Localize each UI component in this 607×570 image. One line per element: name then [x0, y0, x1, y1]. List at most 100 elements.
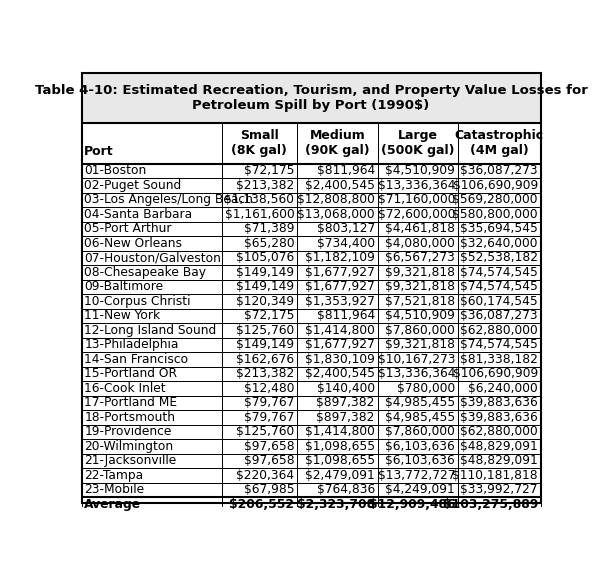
Bar — [81, 236, 222, 251]
Bar — [81, 410, 222, 425]
Bar — [81, 439, 222, 454]
Bar — [458, 367, 541, 381]
Bar — [222, 265, 297, 280]
Text: $149,149: $149,149 — [236, 339, 294, 352]
Bar — [81, 396, 222, 410]
Bar — [297, 207, 378, 222]
Text: $1,353,927: $1,353,927 — [305, 295, 375, 308]
Bar — [297, 410, 378, 425]
Bar — [222, 410, 297, 425]
Bar — [378, 236, 458, 251]
Text: $32,640,000: $32,640,000 — [460, 237, 538, 250]
Text: $103,275,889: $103,275,889 — [443, 498, 538, 511]
Bar — [458, 410, 541, 425]
Text: $4,249,091: $4,249,091 — [385, 483, 455, 496]
Text: $1,830,109: $1,830,109 — [305, 353, 375, 366]
Text: $35,694,545: $35,694,545 — [460, 222, 538, 235]
Text: $6,103,636: $6,103,636 — [385, 454, 455, 467]
Bar — [222, 236, 297, 251]
Bar — [297, 425, 378, 439]
Text: $1,414,800: $1,414,800 — [305, 425, 375, 438]
Text: 17-Portland ME: 17-Portland ME — [84, 396, 177, 409]
Bar — [458, 337, 541, 352]
Text: $1,098,655: $1,098,655 — [305, 454, 375, 467]
Text: 06-New Orleans: 06-New Orleans — [84, 237, 182, 250]
Bar — [81, 73, 541, 123]
Bar — [222, 178, 297, 193]
Text: $71,160,000: $71,160,000 — [378, 193, 455, 206]
Bar — [81, 337, 222, 352]
Text: $33,992,727: $33,992,727 — [460, 483, 538, 496]
Text: $1,677,927: $1,677,927 — [305, 266, 375, 279]
Text: $39,883,636: $39,883,636 — [460, 411, 538, 424]
Text: $897,382: $897,382 — [316, 411, 375, 424]
Bar — [297, 123, 378, 164]
Bar — [378, 222, 458, 236]
Bar — [222, 439, 297, 454]
Bar — [297, 337, 378, 352]
Text: $2,400,545: $2,400,545 — [305, 179, 375, 192]
Text: $4,080,000: $4,080,000 — [385, 237, 455, 250]
Bar — [297, 265, 378, 280]
Text: 11-New York: 11-New York — [84, 310, 160, 323]
Bar — [378, 367, 458, 381]
Text: 12-Long Island Sound: 12-Long Island Sound — [84, 324, 217, 337]
Bar — [297, 193, 378, 207]
Text: $803,127: $803,127 — [317, 222, 375, 235]
Text: $1,161,600: $1,161,600 — [225, 208, 294, 221]
Text: $6,103,636: $6,103,636 — [385, 440, 455, 453]
Text: $60,174,545: $60,174,545 — [460, 295, 538, 308]
Text: 08-Chesapeake Bay: 08-Chesapeake Bay — [84, 266, 206, 279]
Text: $12,480: $12,480 — [244, 382, 294, 395]
Text: $1,414,800: $1,414,800 — [305, 324, 375, 337]
Bar — [81, 381, 222, 396]
Text: $734,400: $734,400 — [317, 237, 375, 250]
Text: $106,690,909: $106,690,909 — [453, 179, 538, 192]
Text: 20-Wilmington: 20-Wilmington — [84, 440, 174, 453]
Bar — [222, 454, 297, 468]
Text: $1,098,655: $1,098,655 — [305, 440, 375, 453]
Text: $105,076: $105,076 — [236, 251, 294, 264]
Bar — [81, 207, 222, 222]
Bar — [222, 367, 297, 381]
Bar — [81, 265, 222, 280]
Text: 07-Houston/Galveston: 07-Houston/Galveston — [84, 251, 221, 264]
Bar — [458, 294, 541, 309]
Bar — [378, 265, 458, 280]
Bar — [222, 123, 297, 164]
Text: $811,964: $811,964 — [317, 164, 375, 177]
Bar — [378, 468, 458, 483]
Bar — [378, 396, 458, 410]
Text: $52,538,182: $52,538,182 — [460, 251, 538, 264]
Bar — [378, 483, 458, 497]
Text: 18-Portsmouth: 18-Portsmouth — [84, 411, 175, 424]
Bar — [378, 123, 458, 164]
Text: $74,574,545: $74,574,545 — [460, 266, 538, 279]
Text: 21-Jacksonville: 21-Jacksonville — [84, 454, 177, 467]
Bar — [458, 236, 541, 251]
Bar — [297, 396, 378, 410]
Text: $780,000: $780,000 — [397, 382, 455, 395]
Bar — [81, 425, 222, 439]
Text: Large
(500K gal): Large (500K gal) — [381, 129, 455, 157]
Text: $72,600,000: $72,600,000 — [378, 208, 455, 221]
Bar — [378, 337, 458, 352]
Bar — [297, 439, 378, 454]
Bar — [81, 193, 222, 207]
Bar — [81, 352, 222, 367]
Text: $162,676: $162,676 — [236, 353, 294, 366]
Text: $74,574,545: $74,574,545 — [460, 280, 538, 294]
Bar — [458, 468, 541, 483]
Text: $580,800,000: $580,800,000 — [452, 208, 538, 221]
Text: $36,087,273: $36,087,273 — [460, 164, 538, 177]
Text: 10-Corpus Christi: 10-Corpus Christi — [84, 295, 191, 308]
Text: $4,985,455: $4,985,455 — [385, 411, 455, 424]
Bar — [222, 352, 297, 367]
Text: $71,389: $71,389 — [244, 222, 294, 235]
Text: $12,808,800: $12,808,800 — [297, 193, 375, 206]
Text: $7,860,000: $7,860,000 — [385, 425, 455, 438]
Text: $1,677,927: $1,677,927 — [305, 339, 375, 352]
Text: $36,087,273: $36,087,273 — [460, 310, 538, 323]
Bar — [297, 294, 378, 309]
Bar — [458, 280, 541, 294]
